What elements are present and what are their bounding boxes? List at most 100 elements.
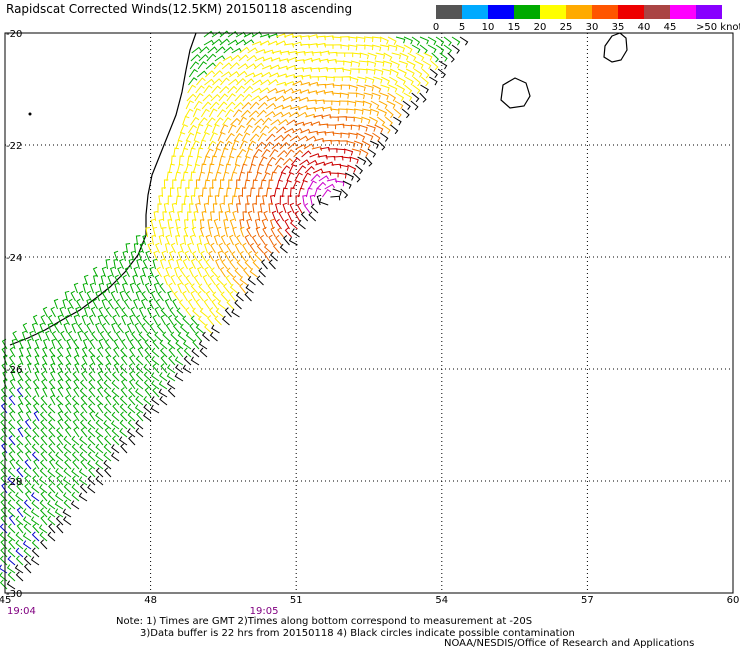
wind-barb xyxy=(151,355,160,366)
wind-barb xyxy=(314,106,325,112)
wind-barb xyxy=(22,508,32,518)
wind-barb xyxy=(367,52,377,60)
wind-barb xyxy=(230,54,241,62)
wind-barb xyxy=(246,117,256,126)
wind-barb xyxy=(63,443,72,454)
wind-barb xyxy=(86,322,92,334)
wind-barb xyxy=(63,451,72,462)
wind-barb xyxy=(97,370,104,382)
wind-barb xyxy=(404,84,413,95)
wind-barb xyxy=(2,378,8,390)
wind-barb xyxy=(208,108,218,118)
wind-barb xyxy=(167,387,176,398)
wind-barb xyxy=(197,266,202,278)
wind-barb xyxy=(24,395,32,406)
wind-barb xyxy=(299,35,310,40)
wind-barb xyxy=(119,403,128,414)
wind-barb xyxy=(110,290,116,302)
wind-barb xyxy=(50,306,56,318)
wind-barb xyxy=(129,346,136,358)
wind-barb xyxy=(185,100,194,110)
wind-barb xyxy=(95,427,104,438)
wind-barb xyxy=(190,54,201,62)
wind-barb xyxy=(179,266,186,278)
wind-barb xyxy=(23,547,32,558)
wind-barb xyxy=(223,218,228,230)
wind-barb xyxy=(22,540,32,550)
wind-barb xyxy=(168,347,176,358)
wind-barb xyxy=(213,61,224,70)
wind-barb xyxy=(427,36,437,46)
wind-barb xyxy=(95,322,100,334)
wind-barb xyxy=(93,274,98,286)
wind-barb xyxy=(40,314,46,326)
wind-barb xyxy=(332,132,342,138)
wind-barb xyxy=(105,306,112,318)
wind-barb xyxy=(314,99,325,104)
wind-barb xyxy=(361,116,371,124)
wind-barb xyxy=(129,314,134,326)
wind-barb xyxy=(283,157,293,166)
wind-barb xyxy=(114,282,119,294)
wind-barb xyxy=(429,76,438,86)
wind-barb xyxy=(224,109,235,118)
wind-barb xyxy=(221,147,229,158)
wind-barb xyxy=(176,258,181,270)
wind-barb xyxy=(96,355,104,366)
colorbar-swatch xyxy=(618,5,644,19)
wind-barb xyxy=(0,411,8,422)
wind-barb xyxy=(170,155,177,166)
wind-barb xyxy=(111,435,120,446)
wind-barb xyxy=(123,298,130,310)
wind-barb xyxy=(270,226,276,238)
wind-barb xyxy=(289,219,298,230)
wind-barb xyxy=(252,203,257,214)
wind-barb xyxy=(103,411,112,422)
wind-barb xyxy=(229,259,236,270)
wind-barb xyxy=(414,60,424,69)
wind-barb xyxy=(40,403,48,414)
wind-barb xyxy=(146,306,152,318)
wind-barb xyxy=(64,314,70,326)
wind-barb xyxy=(132,274,137,286)
wind-barb xyxy=(42,346,48,358)
wind-barb xyxy=(289,202,295,214)
wind-barb xyxy=(331,36,342,42)
wind-barb xyxy=(8,515,16,526)
wind-barb xyxy=(167,258,173,270)
wind-barb xyxy=(294,59,305,64)
wind-barb xyxy=(48,427,56,438)
wind-barb xyxy=(11,338,17,350)
wind-barb xyxy=(245,284,254,294)
wind-barb xyxy=(168,210,174,222)
wind-barb xyxy=(218,155,226,166)
wind-barb xyxy=(95,467,104,478)
wind-barb xyxy=(323,35,334,40)
wind-barb xyxy=(34,346,40,358)
wind-barb xyxy=(103,451,112,462)
wind-barb xyxy=(184,108,194,118)
wind-barb xyxy=(137,346,144,358)
wind-barb xyxy=(201,331,210,342)
wind-barb xyxy=(216,275,224,286)
wind-barb xyxy=(362,100,372,109)
wind-barb xyxy=(168,355,176,366)
wind-barb xyxy=(34,354,40,366)
wind-barb xyxy=(370,100,380,110)
wind-barb xyxy=(196,70,208,78)
wind-barb xyxy=(159,372,168,382)
wind-barb xyxy=(199,307,208,318)
wind-barb xyxy=(229,147,237,158)
wind-barb xyxy=(47,531,56,542)
wind-barb xyxy=(201,132,210,142)
wind-barb xyxy=(175,195,182,206)
wind-barb xyxy=(151,347,160,358)
wind-barb xyxy=(229,283,238,294)
wind-barb xyxy=(113,258,118,270)
wind-barb xyxy=(262,195,267,206)
wind-barb xyxy=(57,338,64,350)
wind-barb xyxy=(90,354,96,366)
wind-barb xyxy=(17,378,24,390)
wind-barb xyxy=(198,340,208,350)
wind-barb xyxy=(40,427,48,438)
